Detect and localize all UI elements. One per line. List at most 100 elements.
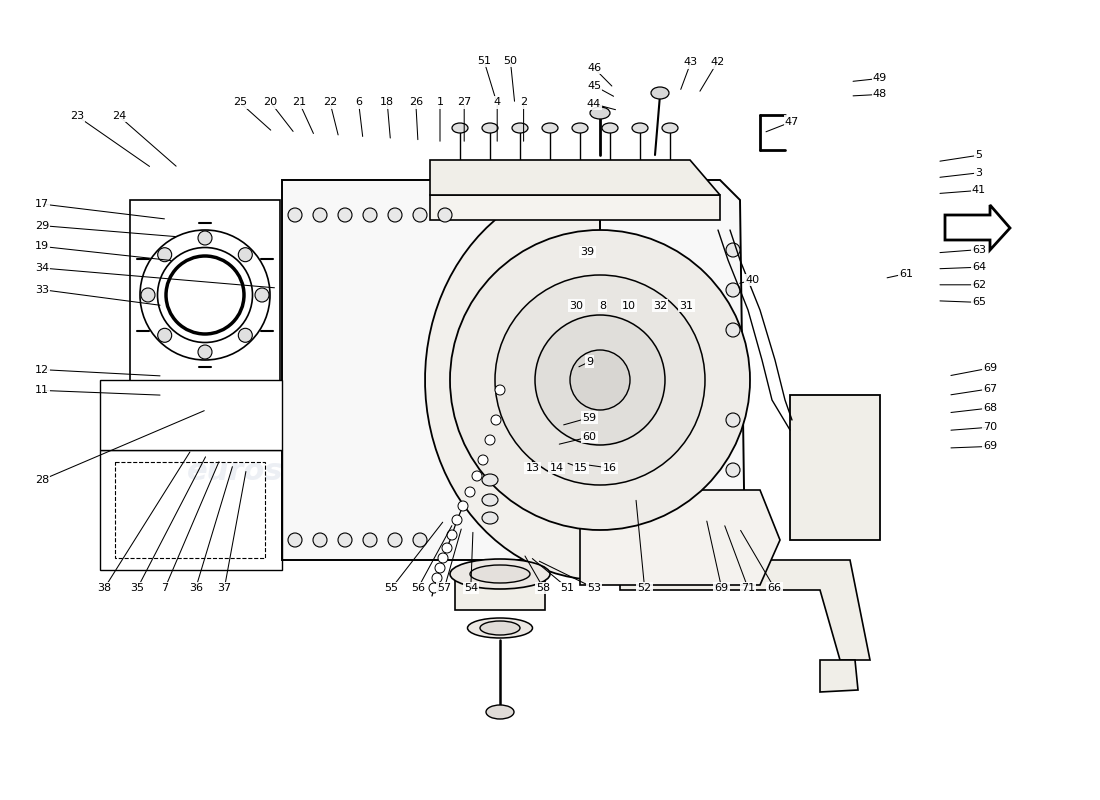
Ellipse shape [255,288,270,302]
Text: 44: 44 [587,99,601,109]
Ellipse shape [458,501,468,511]
Text: 1: 1 [437,98,443,107]
Ellipse shape [482,494,498,506]
Text: 50: 50 [504,56,517,66]
Ellipse shape [726,323,740,337]
Text: 66: 66 [768,583,781,593]
Ellipse shape [198,231,212,245]
Polygon shape [455,575,544,610]
Text: 2: 2 [520,98,527,107]
Ellipse shape [482,474,498,486]
Text: 57: 57 [438,583,451,593]
Text: 18: 18 [381,98,394,107]
Ellipse shape [542,123,558,133]
Text: 33: 33 [35,285,48,294]
Text: 43: 43 [684,58,697,67]
Polygon shape [820,660,858,692]
Text: 55: 55 [385,583,398,593]
Polygon shape [580,490,780,585]
Text: 12: 12 [35,365,48,374]
Ellipse shape [338,208,352,222]
Ellipse shape [432,573,442,583]
Ellipse shape [590,107,610,119]
Polygon shape [425,180,600,580]
Ellipse shape [447,530,456,540]
Ellipse shape [602,123,618,133]
Ellipse shape [338,533,352,547]
Ellipse shape [314,533,327,547]
Text: 68: 68 [983,403,997,413]
Text: 27: 27 [458,98,471,107]
Text: 41: 41 [972,186,986,195]
Ellipse shape [452,515,462,525]
Text: 48: 48 [873,90,887,99]
Ellipse shape [482,123,498,133]
Ellipse shape [632,123,648,133]
Ellipse shape [452,123,468,133]
Text: 19: 19 [35,242,48,251]
Ellipse shape [412,208,427,222]
Text: 69: 69 [983,442,997,451]
Ellipse shape [429,583,439,593]
Ellipse shape [239,328,252,342]
Text: 9: 9 [586,357,593,366]
Text: eurospares: eurospares [187,194,379,222]
Text: 29: 29 [35,221,48,230]
Text: 17: 17 [35,199,48,209]
Ellipse shape [726,243,740,257]
Text: 14: 14 [550,463,563,473]
Polygon shape [620,560,870,660]
Ellipse shape [388,208,401,222]
Text: 40: 40 [746,275,759,285]
Text: 15: 15 [574,463,587,473]
Ellipse shape [450,230,750,530]
Ellipse shape [141,288,155,302]
Ellipse shape [438,553,448,563]
Ellipse shape [480,621,520,635]
Text: 7: 7 [162,583,168,593]
Ellipse shape [434,563,446,573]
Ellipse shape [140,230,270,360]
Text: 36: 36 [189,583,202,593]
Text: 11: 11 [35,386,48,395]
Text: 4: 4 [494,98,501,107]
Text: 25: 25 [233,98,246,107]
Ellipse shape [512,123,528,133]
Ellipse shape [726,463,740,477]
Ellipse shape [662,123,678,133]
Text: 64: 64 [972,262,986,272]
Text: 60: 60 [583,432,596,442]
Bar [790,395,880,540]
Text: 10: 10 [623,301,636,310]
Text: 22: 22 [323,98,337,107]
Text: 30: 30 [570,301,583,310]
Ellipse shape [157,247,253,342]
Ellipse shape [363,533,377,547]
Text: 5: 5 [976,150,982,160]
Text: 21: 21 [293,98,306,107]
Text: 16: 16 [603,463,616,473]
Ellipse shape [726,413,740,427]
Ellipse shape [412,533,427,547]
Ellipse shape [572,123,588,133]
Text: 51: 51 [477,56,491,66]
Text: 8: 8 [600,301,606,310]
Text: 53: 53 [587,583,601,593]
Text: 69: 69 [983,363,997,373]
Text: 13: 13 [526,463,539,473]
Polygon shape [430,195,720,220]
Text: 32: 32 [653,301,667,310]
Polygon shape [282,180,745,560]
Text: 28: 28 [35,475,48,485]
Text: eurospares: eurospares [187,458,379,486]
Ellipse shape [314,208,327,222]
Ellipse shape [495,385,505,395]
Text: 45: 45 [587,81,601,90]
Polygon shape [130,200,280,420]
Text: 69: 69 [715,583,728,593]
Text: 70: 70 [983,422,997,432]
Ellipse shape [438,208,452,222]
Text: 6: 6 [355,98,362,107]
Ellipse shape [478,455,488,465]
Ellipse shape [485,435,495,445]
